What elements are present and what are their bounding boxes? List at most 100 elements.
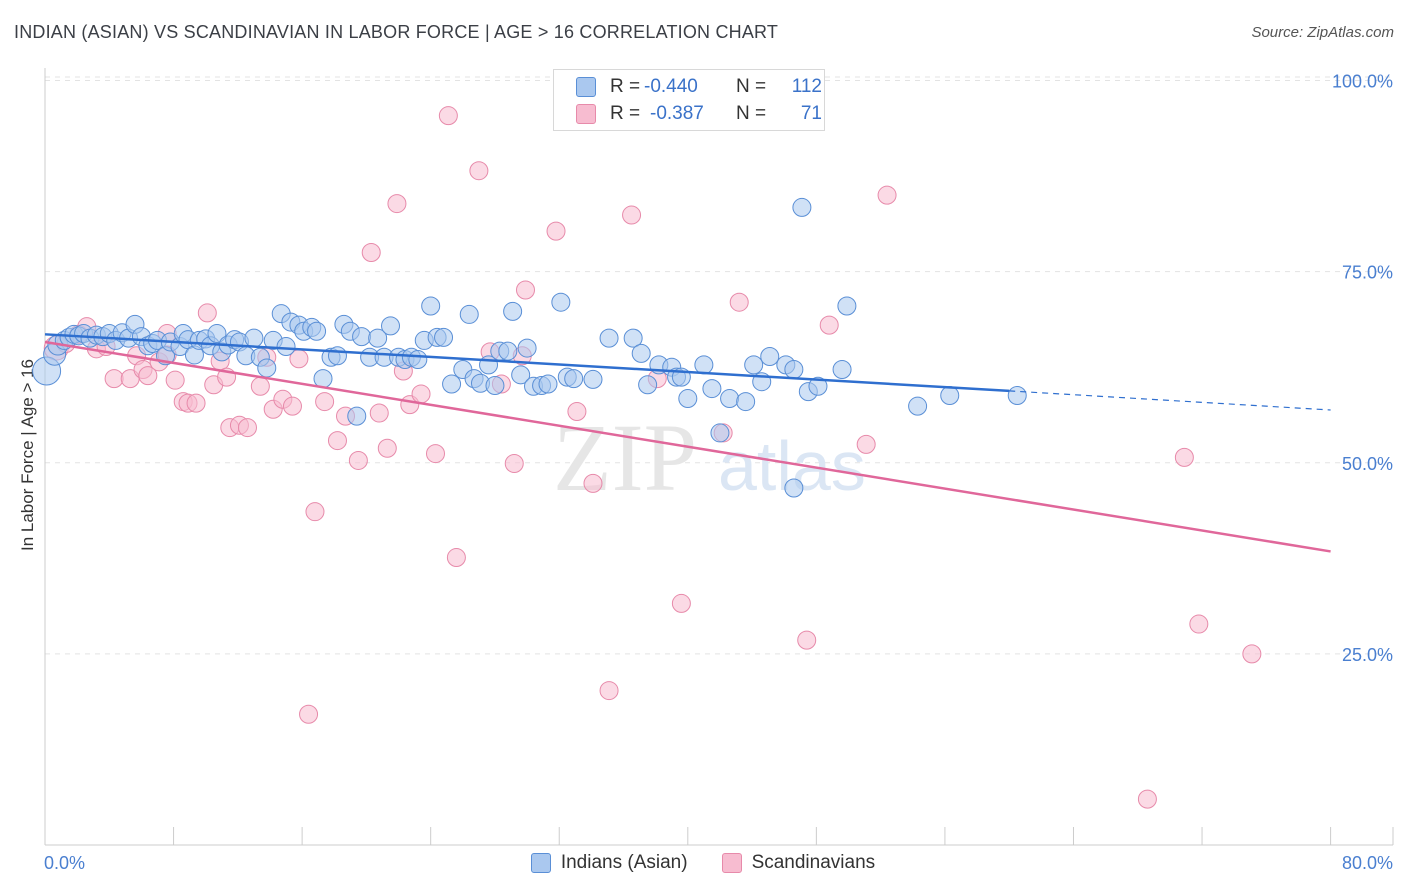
indians-point (381, 316, 401, 336)
indians-point (702, 379, 722, 399)
indians-point (908, 396, 928, 416)
scandinavians-point (856, 434, 876, 454)
scandinavians-point (797, 630, 817, 650)
indians-point (837, 296, 857, 316)
indians-point (1007, 385, 1027, 405)
scandinavians-point (411, 384, 431, 404)
indians-point (459, 304, 479, 324)
y-tick-label: 25.0% (1342, 645, 1393, 665)
scandinavians-trend-line (44, 340, 1331, 553)
indians-point (207, 324, 227, 344)
scandinavians-point (729, 292, 749, 312)
indians-point (599, 328, 619, 348)
scandinavians-point (186, 393, 206, 413)
scandinavians-point (299, 704, 319, 724)
scandinavians-point (361, 243, 381, 263)
scandinavians-point (104, 369, 124, 389)
y-tick-label: 100.0% (1332, 72, 1393, 92)
scandinavians-point (377, 438, 397, 458)
indians-point (736, 392, 756, 412)
indians-point (808, 376, 828, 396)
indians-point (710, 423, 730, 443)
legend-label-scandinavians: Scandinavians (751, 852, 876, 873)
legend-row-indians: R = -0.440 N = 112 (576, 75, 822, 99)
source-label: Source: ZipAtlas.com (1251, 24, 1394, 41)
indians-point (694, 355, 714, 375)
scandinavians-point (387, 194, 407, 214)
indians-point (442, 374, 462, 394)
indians-point (408, 350, 428, 370)
scandinavians-point (504, 454, 524, 474)
scandinavians-point (546, 221, 566, 241)
indians-points (32, 197, 1027, 498)
scandinavians-point (327, 431, 347, 451)
indians-point (503, 301, 523, 321)
indians-trend-line (44, 333, 1010, 393)
indians-point (832, 359, 852, 379)
indians-swatch (576, 77, 596, 97)
indians-point (511, 365, 531, 385)
legend-item-scandinavians: Scandinavians (721, 852, 876, 874)
indians-point (307, 321, 327, 341)
scandinavians-swatch (721, 853, 742, 873)
scandinavians-point (305, 502, 325, 522)
indians-point (720, 389, 740, 409)
axes (44, 68, 1394, 846)
indians-point (434, 327, 454, 347)
indians-point (638, 375, 658, 395)
legend-item-indians: Indians (Asian) (530, 852, 688, 874)
scandinavians-point (438, 106, 458, 126)
scandinavians-point (446, 548, 466, 568)
n-label: N = (736, 76, 767, 97)
y-tick-label: 50.0% (1342, 454, 1393, 474)
series-legend: Indians (Asian) Scandinavians (0, 852, 1406, 874)
indians-point (421, 296, 441, 316)
indians-point (498, 341, 518, 361)
scandinavians-point (1174, 447, 1194, 467)
scandinavians-point (1189, 614, 1209, 634)
chart-title: INDIAN (ASIAN) VS SCANDINAVIAN IN LABOR … (14, 22, 779, 42)
indians-point (940, 385, 960, 405)
scandinavians-point (315, 392, 335, 412)
indians-point (313, 369, 333, 389)
tick-labels: 25.0% 50.0% 75.0% 100.0% 0.0% 80.0% (44, 72, 1393, 874)
indians-point (352, 327, 372, 347)
scandinavians-point (237, 418, 257, 438)
indians-trend-extension (1009, 390, 1331, 411)
scandinavians-point (348, 450, 368, 470)
scandinavians-point (469, 161, 489, 181)
scandinavians-point (138, 366, 158, 386)
indians-point (760, 346, 780, 366)
indians-point (744, 355, 764, 375)
scandinavians-point (197, 303, 217, 323)
indians-point (564, 369, 584, 389)
scandinavians-point (515, 280, 535, 300)
watermark: ZIP atlas (553, 404, 866, 511)
scandinavians-point (1242, 644, 1262, 664)
indians-point (583, 369, 603, 389)
indians-point (276, 337, 296, 357)
n-label: N = (736, 103, 767, 124)
indians-point (538, 374, 558, 394)
scandinavians-point (622, 205, 642, 225)
indians-point (327, 346, 347, 366)
scandinavians-point (599, 681, 619, 701)
indians-point (678, 389, 698, 409)
watermark-zip: ZIP (553, 404, 697, 511)
scandinavians-point (583, 473, 603, 493)
legend-label-indians: Indians (Asian) (560, 852, 688, 873)
scandinavians-point (165, 370, 185, 390)
x-tick-label: 0.0% (44, 853, 85, 873)
indians-point (485, 376, 505, 396)
scandinavians-point (1137, 789, 1157, 809)
x-tick-label: 80.0% (1342, 853, 1393, 873)
scandinavians-point (567, 402, 587, 422)
r-label: R = (610, 76, 641, 97)
stats-legend: R = -0.440 N = 112 R = -0.387 N = 71 (553, 69, 825, 131)
scandinavians-point (282, 396, 302, 416)
n-value: 71 (800, 103, 822, 124)
r-label: R = (610, 103, 641, 124)
scandinavians-point (819, 315, 839, 335)
scandinavians-point (877, 185, 897, 205)
scandinavians-swatch (576, 104, 596, 124)
